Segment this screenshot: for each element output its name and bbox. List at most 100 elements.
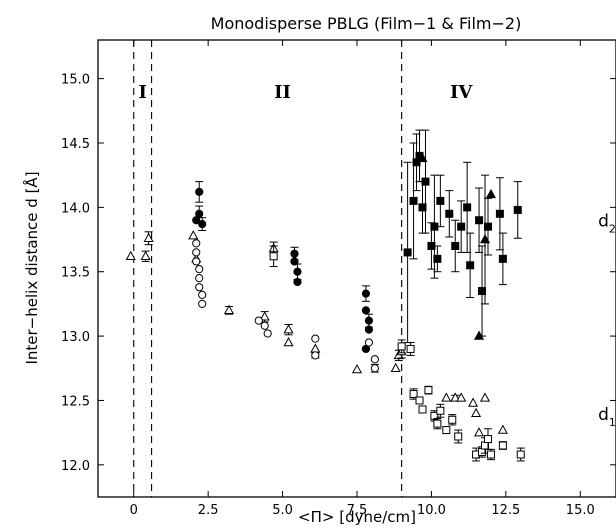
y-tick-label: 14.0 [61, 201, 90, 216]
plot-frame [97, 39, 616, 498]
filled-circle-point [361, 289, 371, 298]
open-square-point [483, 435, 492, 444]
open-triangle-point [283, 336, 294, 347]
open-circle-point [195, 274, 204, 283]
filled-square-point [463, 203, 472, 212]
x-tick-label: 0 [130, 503, 138, 518]
filled-circle-point [290, 249, 299, 258]
filled-circle-point [293, 267, 302, 276]
x-tick-label: 7.5 [347, 503, 368, 518]
open-circle-point [260, 321, 269, 330]
y-axis-label: Inter−helix distance d [Å] [22, 171, 41, 364]
open-triangle-point [479, 392, 491, 402]
open-triangle-point [143, 232, 154, 242]
open-square-point [415, 396, 424, 405]
open-triangle-point [351, 364, 363, 374]
x-tick-label: 15.0 [566, 503, 595, 518]
filled-circle-point [361, 306, 371, 315]
open-square-point [430, 411, 439, 420]
filled-square-point [403, 248, 412, 257]
filled-square-point [445, 209, 454, 218]
filled-triangle-point [485, 188, 497, 199]
open-triangle-point [450, 392, 461, 402]
open-triangle-point [140, 250, 151, 260]
open-circle-point [263, 329, 272, 338]
open-square-point [436, 406, 445, 415]
filled-triangle-point [479, 233, 491, 244]
region-label: II [274, 82, 291, 103]
open-circle-point [311, 334, 320, 343]
filled-circle-point [195, 187, 204, 197]
open-square-point [486, 450, 495, 459]
filled-square-point [433, 254, 442, 263]
open-square-point [406, 344, 415, 353]
filled-square-point [457, 222, 466, 231]
filled-circle-point [290, 257, 299, 266]
chart-title: Monodisperse PBLG (Film−1 & Film−2) [211, 14, 522, 33]
x-tick-label: 5.0 [272, 503, 293, 518]
open-circle-point [254, 316, 263, 325]
filled-square-point [478, 287, 487, 296]
open-square-point [516, 450, 525, 459]
open-circle-point [198, 299, 207, 309]
open-triangle-point [441, 392, 452, 402]
filled-triangle-point [417, 152, 428, 163]
filled-circle-point [364, 316, 374, 325]
open-square-point [448, 415, 457, 424]
filled-square-point [436, 196, 445, 205]
open-square-point [424, 386, 433, 395]
series-label: d2 [598, 212, 616, 236]
open-square-point [418, 405, 427, 414]
filled-circle-point [293, 277, 302, 287]
open-circle-point [370, 355, 379, 364]
open-circle-point [311, 351, 320, 360]
open-triangle-point [125, 250, 136, 260]
open-square-point [269, 252, 278, 261]
open-square-point [433, 419, 442, 428]
y-tick-label: 14.5 [61, 137, 90, 152]
open-triangle-point [497, 424, 508, 434]
open-circle-point [198, 290, 207, 299]
x-axis-label: <Π> [dyne/cm] [298, 508, 416, 526]
open-circle-point [192, 248, 201, 257]
y-tick-label: 12.5 [61, 394, 90, 409]
open-triangle-point [390, 362, 401, 372]
region-label: IV [450, 82, 473, 103]
filled-triangle-point [474, 330, 485, 340]
open-square-point [498, 441, 507, 450]
open-triangle-point [223, 304, 235, 315]
open-square-point [442, 426, 451, 435]
open-triangle-point [188, 230, 199, 240]
open-triangle-point [456, 392, 467, 402]
y-tick-label: 15.0 [61, 73, 90, 88]
open-circle-point [195, 283, 204, 292]
open-circle-point [364, 338, 374, 347]
filled-square-point [451, 241, 460, 250]
open-circle-point [192, 239, 201, 248]
open-circle-point [192, 257, 201, 266]
open-square-point [397, 342, 406, 351]
filled-circle-point [364, 325, 374, 334]
open-triangle-point [468, 397, 479, 407]
filled-square-point [418, 203, 427, 212]
open-square-point [454, 432, 463, 441]
open-triangle-point [283, 324, 294, 334]
series-label: d1 [598, 405, 616, 429]
x-tick-label: 12.5 [491, 503, 520, 518]
filled-square-point [466, 261, 475, 270]
filled-circle-point [361, 344, 371, 354]
filled-square-point [498, 254, 507, 263]
filled-circle-point [192, 216, 201, 225]
open-square-point [409, 390, 418, 399]
filled-square-point [409, 196, 418, 205]
y-tick-label: 13.0 [61, 330, 90, 345]
region-label: I [138, 82, 146, 103]
open-circle-point [195, 265, 204, 274]
open-triangle-point [474, 427, 485, 437]
x-tick-label: 10.0 [417, 503, 446, 518]
open-triangle-point [310, 343, 321, 353]
filled-square-point [475, 216, 484, 225]
filled-circle-point [198, 219, 207, 229]
filled-square-point [495, 209, 504, 218]
